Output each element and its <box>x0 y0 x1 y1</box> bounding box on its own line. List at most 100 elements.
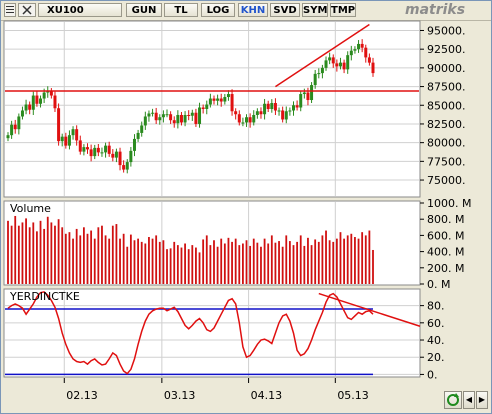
volume-bar <box>82 227 85 284</box>
volume-bar <box>79 235 82 284</box>
candle-body <box>255 111 259 115</box>
candle-body <box>161 114 165 118</box>
price-tick-label: 85000. <box>427 99 466 112</box>
candle-body <box>93 147 97 157</box>
volume-bar <box>288 241 291 284</box>
volume-bar <box>299 235 302 284</box>
candle-body <box>328 57 332 61</box>
candle-body <box>67 135 71 146</box>
candle-body <box>335 63 339 67</box>
candle-body <box>360 43 364 48</box>
candle-body <box>252 114 256 123</box>
candle-body <box>82 147 86 152</box>
candle-body <box>331 57 335 64</box>
candle-body <box>190 112 194 116</box>
volume-bar <box>354 237 356 284</box>
volume-bar <box>140 241 143 284</box>
volume-bar <box>364 235 367 284</box>
candle-body <box>17 116 21 130</box>
volume-bar <box>357 238 360 284</box>
volume-bar <box>61 227 64 284</box>
volume-bar <box>32 222 35 284</box>
candle-body <box>187 114 191 116</box>
symbol-field[interactable]: XU100 <box>38 3 122 17</box>
menu-icon[interactable] <box>4 3 16 17</box>
sym-button[interactable]: SYM <box>302 3 328 17</box>
volume-bar <box>227 237 230 284</box>
price-tick-label: 75000. <box>427 174 466 187</box>
volume-bar <box>321 235 324 284</box>
close-x-icon[interactable] <box>18 3 36 17</box>
candle-body <box>42 92 46 99</box>
toolbar: XU100 GUN TL LOG KHN SVD SYM TMP <box>1 1 491 21</box>
volume-bar <box>28 227 31 284</box>
volume-bar <box>169 248 172 284</box>
price-grid <box>5 22 419 196</box>
gun-button[interactable]: GUN <box>126 3 162 17</box>
volume-bar <box>278 241 280 284</box>
volume-tick-label: 0. M <box>427 278 450 291</box>
volume-bar <box>332 241 335 284</box>
volume-bar <box>343 238 345 284</box>
volume-bar <box>173 241 176 284</box>
scroll-right-button[interactable]: ▶ <box>476 391 488 409</box>
price-tick-label: 90000. <box>427 62 466 75</box>
indicator-series-line <box>7 291 374 375</box>
volume-bar <box>249 245 252 284</box>
volume-bar <box>90 230 93 284</box>
volume-bar <box>137 238 139 284</box>
candle-body <box>57 108 61 142</box>
indicator-tick-label: 0. <box>427 368 438 381</box>
candle-body <box>208 98 212 105</box>
refresh-button[interactable] <box>444 391 462 409</box>
volume-bar <box>339 232 342 284</box>
volume-bar <box>231 241 233 284</box>
tmp-button[interactable]: TMP <box>330 3 356 17</box>
candle-body <box>201 107 205 109</box>
candle-body <box>86 147 90 150</box>
volume-bar <box>310 245 313 284</box>
candle-body <box>64 136 68 146</box>
indicator-tick-label: 40. <box>427 334 445 347</box>
volume-bar <box>314 239 317 284</box>
volume-bar <box>285 235 288 284</box>
candle-body <box>306 92 310 101</box>
candle-body <box>245 117 249 123</box>
volume-bar <box>104 235 107 284</box>
volume-bar <box>115 224 118 284</box>
volume-bar <box>191 245 194 284</box>
indicator-tick-label: 60. <box>427 317 445 330</box>
indicator-panel-label: YERDINCTKE <box>9 290 80 303</box>
volume-bar <box>17 225 20 284</box>
volume-grid <box>63 202 336 284</box>
indicator-tick-label: 80. <box>427 300 445 313</box>
volume-bar <box>209 245 212 284</box>
candle-body <box>346 55 350 70</box>
volume-bar <box>10 225 13 284</box>
date-tick-label: 02.13 <box>66 389 98 402</box>
tl-button[interactable]: TL <box>164 3 198 17</box>
grid-glyph <box>6 6 14 13</box>
log-button[interactable]: LOG <box>201 3 235 17</box>
candle-body <box>179 114 183 123</box>
volume-bar <box>274 242 277 284</box>
scroll-left-button[interactable]: ◀ <box>463 391 475 409</box>
candle-body <box>266 103 270 109</box>
candle-body <box>114 151 118 158</box>
volume-bar <box>86 233 89 284</box>
svd-button[interactable]: SVD <box>270 3 300 17</box>
volume-bar <box>25 218 27 284</box>
candle-body <box>100 152 104 154</box>
candle-body <box>35 95 39 104</box>
volume-bar <box>43 228 46 284</box>
khn-button[interactable]: KHN <box>238 3 268 17</box>
volume-bar <box>307 237 309 284</box>
candle-body <box>118 151 122 166</box>
volume-bar <box>292 245 295 284</box>
candle-body <box>176 114 180 124</box>
candle-body <box>288 110 292 112</box>
volume-bar <box>144 243 147 284</box>
volume-bar <box>346 235 349 284</box>
candle-body <box>313 73 317 86</box>
volume-bar <box>325 230 327 284</box>
